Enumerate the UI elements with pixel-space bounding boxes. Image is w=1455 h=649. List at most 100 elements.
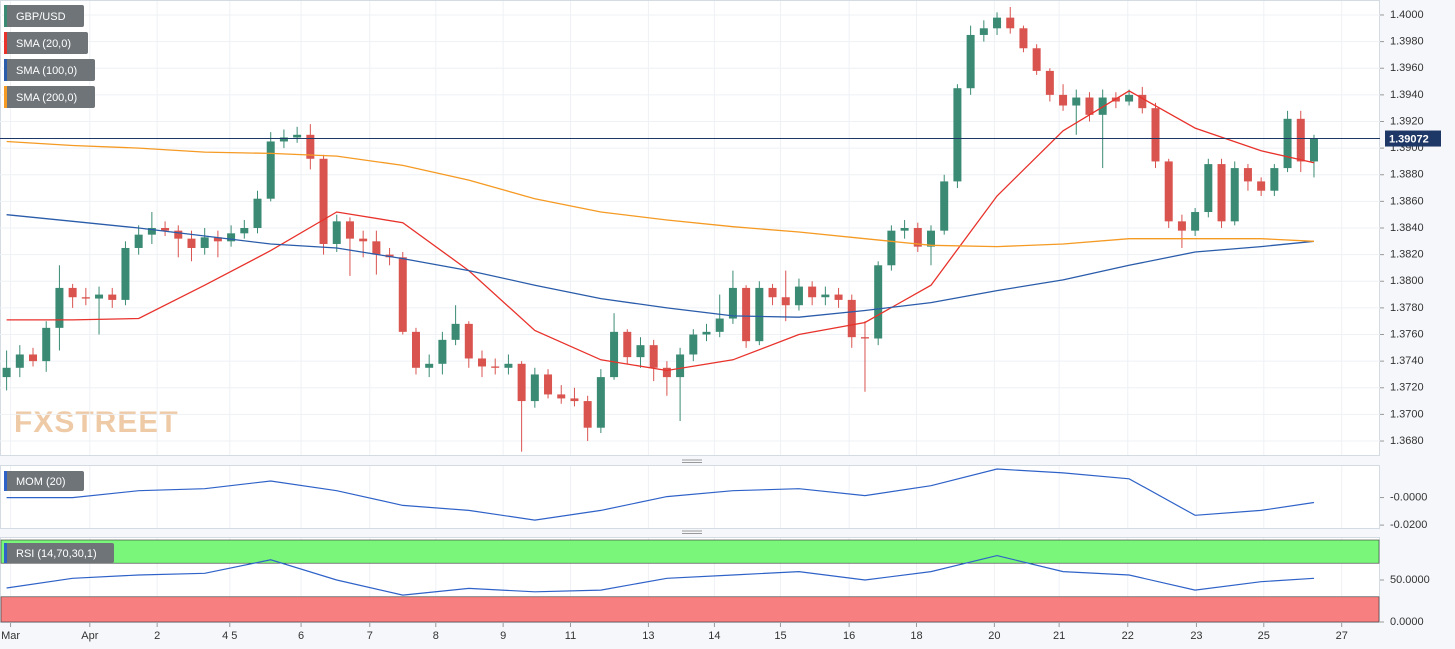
candle-body <box>29 354 38 362</box>
x-tick-label: 6 <box>298 630 304 642</box>
candle-body <box>1296 118 1305 162</box>
legend-item[interactable]: SMA (100,0) <box>4 59 95 81</box>
legend-label: SMA (20,0) <box>16 38 71 50</box>
candle-body <box>2 367 11 378</box>
candle-body <box>794 286 803 306</box>
oversold-band <box>0 596 1380 623</box>
y-tick-label: 1.3740 <box>1390 355 1424 367</box>
y-tick-label: -0.0000 <box>1390 491 1427 503</box>
candle-body <box>279 137 288 142</box>
candle-body <box>411 331 420 368</box>
x-tick-label: 9 <box>500 630 506 642</box>
legend-item[interactable]: MOM (20) <box>4 471 84 491</box>
x-tick-label: 22 <box>1122 630 1134 642</box>
candle-body <box>1283 118 1292 169</box>
candle-body <box>808 286 817 298</box>
legend-box <box>4 543 114 563</box>
last-price-label: 1.39072 <box>1389 133 1429 145</box>
y-tick-label: 1.3940 <box>1390 89 1424 101</box>
candle-body <box>478 358 487 367</box>
x-tick-label: 25 <box>1258 630 1270 642</box>
legend-item[interactable]: GBP/USD <box>4 5 84 27</box>
x-tick-label: Apr <box>81 630 98 642</box>
x-tick-label: 4 5 <box>222 630 237 642</box>
candle-body <box>266 141 275 199</box>
x-tick-label: 18 <box>910 630 922 642</box>
x-tick-label: 16 <box>843 630 855 642</box>
indicator-line <box>6 468 1315 521</box>
x-tick-label: 13 <box>642 630 654 642</box>
candle-body <box>834 294 843 300</box>
legend-box <box>4 32 88 54</box>
candle-body <box>425 363 434 368</box>
legend-item[interactable]: SMA (20,0) <box>4 32 88 54</box>
y-tick-label: 0.0000 <box>1390 616 1424 628</box>
candle-body <box>1270 168 1279 191</box>
y-tick-label: 1.3800 <box>1390 275 1424 287</box>
candle-body <box>293 134 302 138</box>
legend-box <box>4 86 95 108</box>
y-tick-label: 1.3980 <box>1390 36 1424 48</box>
candle-body <box>583 401 592 428</box>
candle-body <box>623 331 632 358</box>
x-tick-label: Mar <box>1 630 20 642</box>
candle-body <box>1059 94 1068 106</box>
x-tick-label: 23 <box>1190 630 1202 642</box>
legend-box <box>4 59 95 81</box>
candle-body <box>359 238 368 242</box>
candle-body <box>755 287 764 342</box>
candle-body <box>596 377 605 428</box>
legend-swatch <box>4 59 7 81</box>
y-tick-label: 1.3680 <box>1390 435 1424 447</box>
candle-body <box>1257 181 1266 191</box>
candle-body <box>240 228 249 234</box>
candle-body <box>702 331 711 335</box>
candle-body <box>174 230 183 239</box>
candle-body <box>676 354 685 378</box>
candle-body <box>913 228 922 247</box>
legend-label: SMA (200,0) <box>16 92 77 104</box>
panel-resize-handle[interactable] <box>682 530 702 534</box>
legend-item[interactable]: SMA (200,0) <box>4 86 95 108</box>
candle-body <box>1177 221 1186 231</box>
legend-box <box>4 471 84 491</box>
legend-item[interactable]: RSI (14,70,30,1) <box>4 543 114 563</box>
candle-body <box>42 327 51 362</box>
candle-body <box>68 287 77 298</box>
candle-body <box>1309 138 1318 162</box>
candle-body <box>636 345 645 358</box>
x-tick-label: 7 <box>367 630 373 642</box>
candle-body <box>253 198 262 228</box>
sma-line <box>6 140 1315 248</box>
candle-body <box>874 265 883 339</box>
candle-body <box>464 323 473 359</box>
y-tick-label: 1.3720 <box>1390 382 1424 394</box>
candle-body <box>438 339 447 364</box>
x-tick-label: 11 <box>565 630 576 642</box>
candle-body <box>187 238 196 248</box>
candle-body <box>345 221 354 239</box>
candle-body <box>517 363 526 402</box>
candle-body <box>147 228 156 235</box>
candle-body <box>1125 94 1134 102</box>
y-tick-label: 1.3820 <box>1390 249 1424 261</box>
candle-body <box>1085 97 1094 115</box>
candle-body <box>134 234 143 248</box>
candle-body <box>108 294 117 300</box>
candle-body <box>966 34 975 89</box>
candle-body <box>715 318 724 332</box>
legend-label: GBP/USD <box>16 11 66 23</box>
candle-body <box>319 158 328 244</box>
legend-label: SMA (100,0) <box>16 65 77 77</box>
candle-body <box>1191 212 1200 231</box>
candle-body <box>1138 94 1147 109</box>
legend-box <box>4 5 84 27</box>
panel-resize-handle[interactable] <box>682 459 702 463</box>
sma-line <box>6 214 1315 318</box>
candle-body <box>55 287 64 328</box>
candle-body <box>544 374 553 395</box>
indicator-line <box>6 554 1315 596</box>
candle-body <box>1045 70 1054 95</box>
candle-body <box>95 294 104 299</box>
candle-body <box>213 237 222 242</box>
